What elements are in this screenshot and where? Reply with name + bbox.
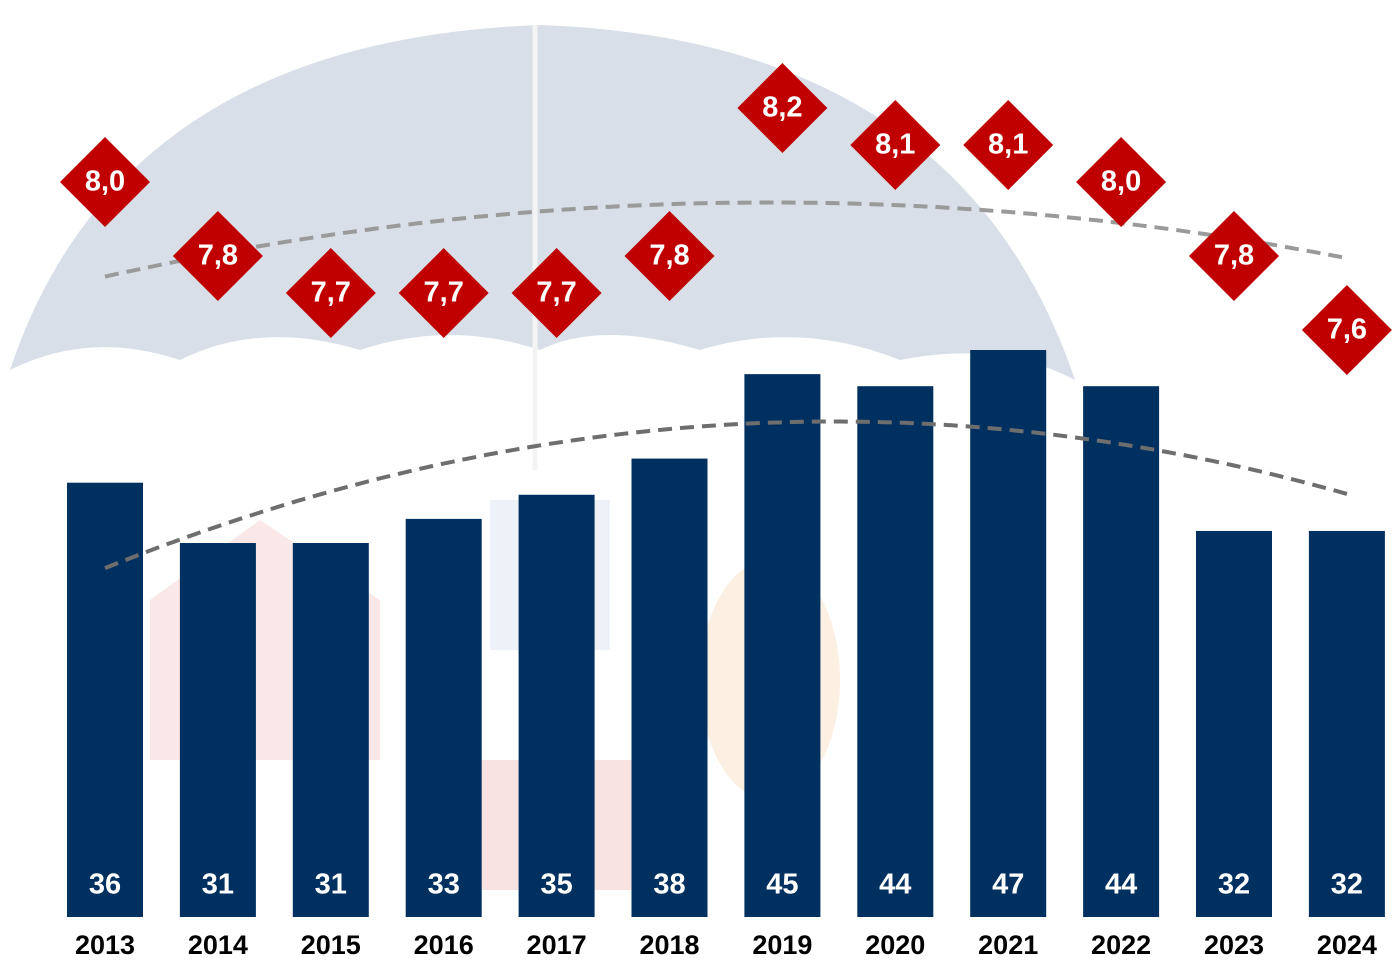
- bar-label: 36: [89, 869, 121, 901]
- diamond-label: 7,8: [1214, 240, 1254, 272]
- bar: [1308, 530, 1385, 917]
- bar-label: 32: [1218, 869, 1250, 901]
- bar-label: 38: [653, 869, 685, 901]
- bar: [1196, 530, 1272, 917]
- bar-label: 31: [315, 869, 347, 901]
- diamond-marker: [624, 211, 715, 301]
- diamond-label: 7,8: [198, 240, 238, 272]
- diamond-label: 7,7: [536, 277, 576, 309]
- diamond-marker: [511, 248, 602, 338]
- bar: [631, 458, 708, 917]
- bar: [518, 494, 595, 917]
- bar-label: 31: [202, 869, 234, 901]
- x-tick-label: 2016: [414, 930, 474, 960]
- diamond-marker: [963, 100, 1054, 190]
- bar: [405, 518, 482, 917]
- bar: [67, 482, 143, 917]
- x-tick-label: 2013: [75, 930, 135, 960]
- x-tick-label: 2019: [752, 930, 812, 960]
- bar: [292, 543, 369, 917]
- diamond-marker: [1301, 285, 1392, 375]
- diamond-label: 8,1: [988, 129, 1028, 161]
- bar: [857, 386, 934, 917]
- bar-label: 32: [1331, 869, 1363, 901]
- bar: [1083, 386, 1160, 917]
- bar: [744, 374, 821, 917]
- diamond-label: 7,6: [1327, 314, 1367, 346]
- diamond-marker: [60, 137, 150, 227]
- bar-label: 33: [428, 869, 460, 901]
- x-tick-label: 2021: [978, 930, 1038, 960]
- bar-label: 44: [879, 869, 911, 901]
- bar-label: 44: [1105, 869, 1137, 901]
- diamond-label: 7,7: [311, 277, 351, 309]
- x-tick-label: 2017: [527, 930, 587, 960]
- diamond-marker: [737, 63, 828, 153]
- x-tick-label: 2022: [1091, 930, 1151, 960]
- bar: [179, 543, 256, 917]
- x-tick-label: 2020: [865, 930, 925, 960]
- diamond-marker: [850, 100, 941, 190]
- diamond-label: 7,7: [424, 277, 464, 309]
- diamond-marker: [172, 211, 263, 301]
- x-tick-label: 2024: [1317, 930, 1377, 960]
- bar-label: 47: [992, 869, 1024, 901]
- x-tick-label: 2018: [639, 930, 699, 960]
- diamond-label: 8,0: [1101, 166, 1141, 198]
- bar: [970, 350, 1047, 917]
- x-tick-label: 2023: [1204, 930, 1264, 960]
- diamond-label: 7,8: [649, 240, 689, 272]
- diamond-label: 8,2: [762, 92, 802, 124]
- x-tick-label: 2014: [188, 930, 248, 960]
- diamond-label: 8,1: [875, 129, 915, 161]
- diamond-marker: [1076, 137, 1167, 227]
- diamond-marker: [1189, 211, 1279, 301]
- diamond-marker: [398, 248, 489, 338]
- diamond-label: 8,0: [85, 166, 125, 198]
- bar-label: 45: [766, 869, 798, 901]
- trend-line: [104, 419, 1348, 570]
- diamond-marker: [285, 248, 376, 338]
- x-tick-label: 2015: [301, 930, 361, 960]
- bar-label: 35: [540, 869, 572, 901]
- trend-line: [104, 200, 1348, 279]
